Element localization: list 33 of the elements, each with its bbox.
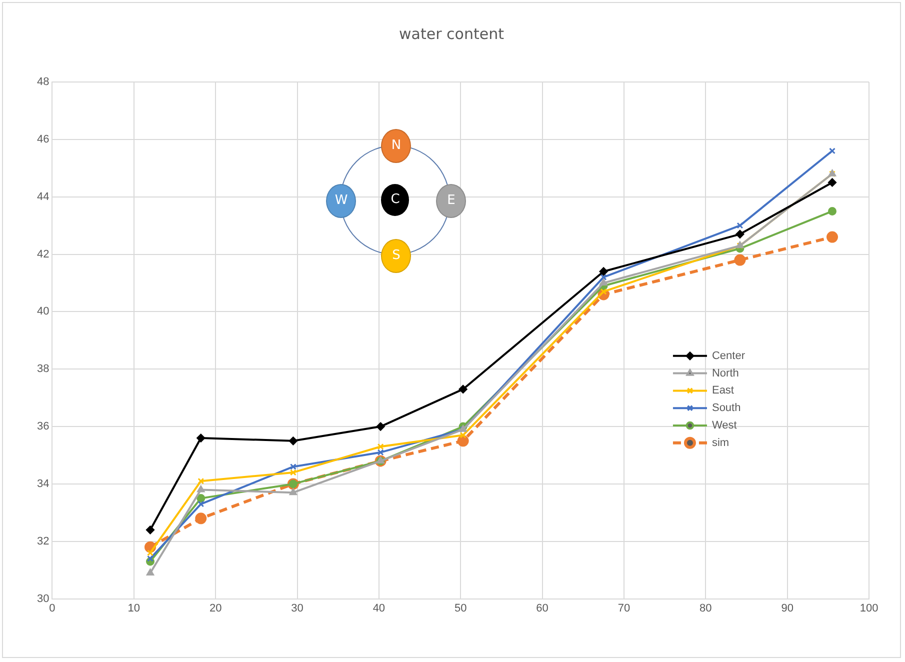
y-tick-label: 36 [36,420,50,433]
annotation: W [326,184,356,218]
x-tick-label: 100 [860,602,878,614]
x-tick-label: 60 [536,602,548,614]
legend-label: North [712,367,739,380]
y-tick-label: 46 [36,133,50,146]
x-tick-label: 90 [781,602,794,614]
x-tick-label: 20 [209,602,222,614]
y-tick-label: 44 [36,190,50,203]
x-tick-label: 10 [128,602,140,614]
y-tick-label: 42 [36,248,50,260]
x-tick-label: 0 [49,602,56,614]
y-tick-label: 38 [36,363,50,376]
annotation: E [436,184,466,218]
legend-label: South [712,402,741,414]
annotation: C [381,184,410,216]
y-tick-label: 34 [36,478,50,490]
y-tick-label: 48 [36,76,50,88]
x-tick-label: 70 [618,602,630,614]
annotation: S [381,238,412,273]
x-tick-label: 40 [372,602,386,614]
y-tick-label: 30 [36,592,50,605]
legend-label: sim [712,436,730,449]
x-tick-label: 30 [291,602,304,614]
y-tick-label: 32 [36,535,50,548]
legend-label: East [712,384,734,397]
x-tick-label: 50 [454,602,467,614]
legend-label: West [712,420,737,432]
y-tick-label: 40 [36,306,50,318]
chart-title: water content [399,24,504,43]
legend-label: Center [712,350,746,362]
annotation: N [381,128,412,163]
x-tick-label: 80 [700,602,712,614]
